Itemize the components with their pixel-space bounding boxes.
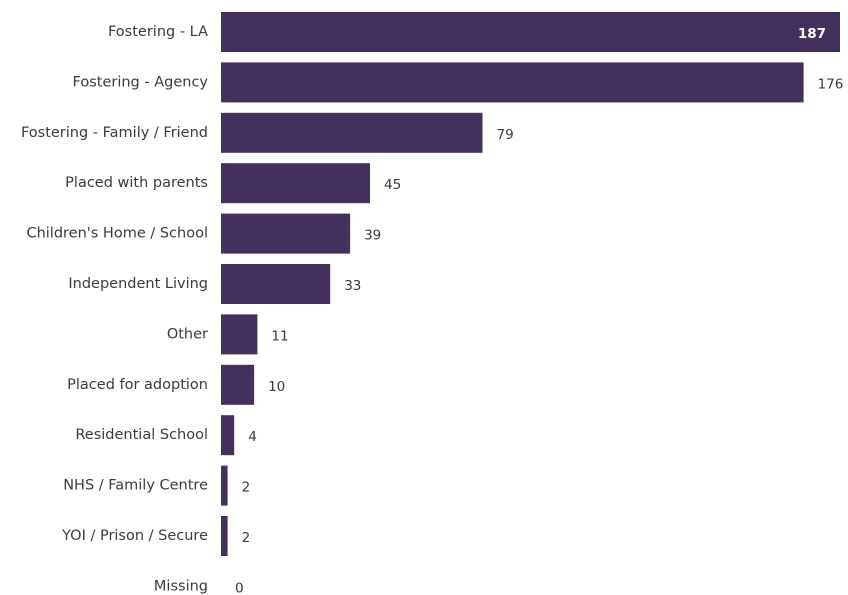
value-label-fostering-la: 187 <box>798 26 826 42</box>
bar-residential-school[interactable] <box>221 415 235 456</box>
category-label-placed-for-adoption: Placed for adoption <box>67 377 208 393</box>
value-label-fostering-agency: 176 <box>818 76 844 92</box>
category-labels-group: Fostering - LA Fostering - Agency Fosterin… <box>21 24 208 594</box>
value-label-independent-living: 33 <box>344 278 361 294</box>
category-label-independent-living: Independent Living <box>68 276 208 292</box>
bar-placed-for-adoption[interactable] <box>221 364 255 405</box>
category-label-missing: Missing <box>154 578 208 594</box>
bar-yoi-prison-secure[interactable] <box>221 516 228 556</box>
category-label-nhs-family-centre: NHS / Family Centre <box>63 478 208 494</box>
bar-other[interactable] <box>221 314 258 355</box>
category-label-other: Other <box>167 326 208 342</box>
category-label-fostering-la: Fostering - LA <box>108 24 208 40</box>
category-label-yoi-prison-secure: YOI / Prison / Secure <box>61 528 208 544</box>
bar-placed-with-parents[interactable] <box>221 163 370 204</box>
value-label-other: 11 <box>271 328 288 344</box>
value-label-residential-school: 4 <box>248 429 257 445</box>
bar-children-s-home-school[interactable] <box>221 213 351 254</box>
value-label-children-s-home-school: 39 <box>364 228 381 244</box>
bar-fostering-family-friend[interactable] <box>221 112 483 153</box>
value-label-yoi-prison-secure: 2 <box>242 530 251 546</box>
category-label-children-s-home-school: Children's Home / School <box>26 226 208 242</box>
bars-group <box>221 12 840 556</box>
bar-nhs-family-centre[interactable] <box>221 465 228 506</box>
category-label-fostering-agency: Fostering - Agency <box>73 74 209 90</box>
value-label-missing: 0 <box>235 580 244 595</box>
value-labels-group: 187 176 79 45 39 33 11 10 4 2 2 0 <box>235 26 843 595</box>
bar-fostering-agency[interactable] <box>221 62 804 103</box>
value-label-placed-with-parents: 45 <box>384 177 401 193</box>
value-label-placed-for-adoption: 10 <box>268 379 285 395</box>
value-label-fostering-family-friend: 79 <box>497 127 514 143</box>
category-label-residential-school: Residential School <box>75 427 208 443</box>
category-label-placed-with-parents: Placed with parents <box>65 175 208 191</box>
category-label-fostering-family-friend: Fostering - Family / Friend <box>21 125 208 141</box>
bar-independent-living[interactable] <box>221 264 331 304</box>
value-label-nhs-family-centre: 2 <box>242 480 251 496</box>
bar-fostering-la[interactable] <box>221 12 840 52</box>
